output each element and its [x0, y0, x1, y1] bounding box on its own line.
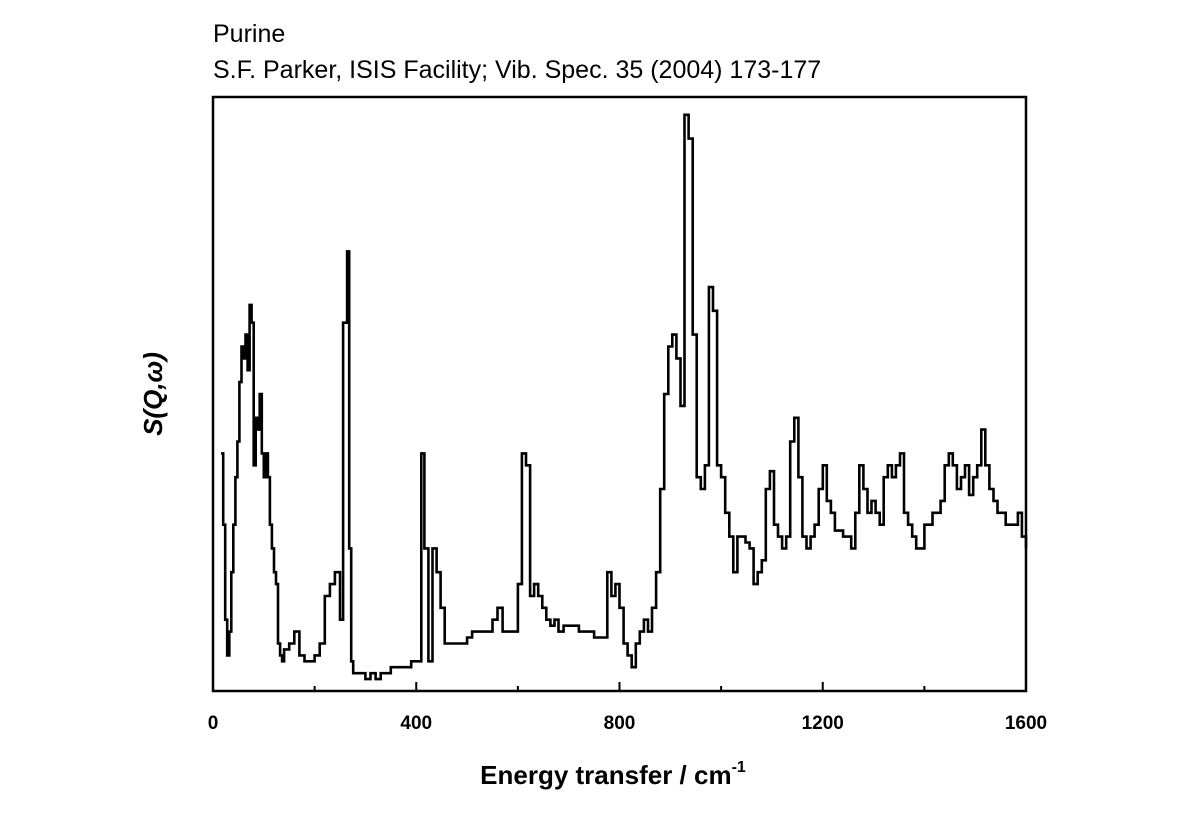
x-axis-label-superscript: -1	[732, 759, 746, 776]
y-axis-label: S(Q,ω)	[138, 352, 168, 436]
x-tick-label: 0	[208, 713, 219, 734]
x-axis-label-text: Energy transfer / cm	[480, 760, 731, 790]
x-axis-label: Energy transfer / cm-1	[480, 759, 746, 790]
x-tick-label: 800	[604, 713, 636, 734]
series-layer	[221, 113, 1028, 681]
x-tick-label: 1200	[802, 713, 844, 734]
x-tick-label: 1600	[1005, 713, 1047, 734]
chart-subtitle: S.F. Parker, ISIS Facility; Vib. Spec. 3…	[213, 56, 821, 84]
plot-area: 0 400 800 1200 1600	[208, 95, 1047, 734]
x-tick-label: 400	[400, 713, 432, 734]
chart-title: Purine	[213, 20, 285, 48]
x-ticks: 0 400 800 1200 1600	[208, 682, 1047, 734]
spectrum-series-line	[221, 113, 1028, 681]
